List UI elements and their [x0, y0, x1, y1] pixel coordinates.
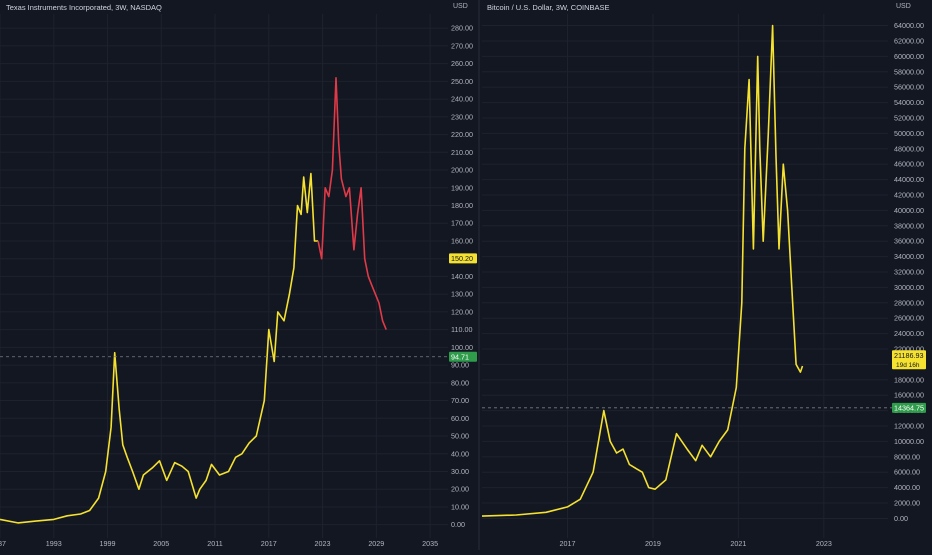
left-y-tick-label: 210.00	[451, 148, 473, 157]
left-y-tick-label: 70.00	[451, 396, 469, 405]
left-y-tick-label: 250.00	[451, 77, 473, 86]
right-y-tick-label: 64000.00	[894, 21, 924, 30]
right-y-tick-label: 22000.00	[894, 345, 924, 354]
left-y-tick-label: 280.00	[451, 24, 473, 33]
right-y-tick-label: 2000.00	[894, 499, 920, 508]
right-y-tick-label: 34000.00	[894, 252, 924, 261]
left-y-tick-label: 30.00	[451, 467, 469, 476]
right-marker-badge-2	[892, 402, 926, 413]
left-y-tick-label: 220.00	[451, 130, 473, 139]
left-marker-badge-2	[449, 351, 477, 362]
right-y-tick-label: 62000.00	[894, 36, 924, 45]
right-y-tick-label: 52000.00	[894, 113, 924, 122]
left-y-tick-label: 40.00	[451, 449, 469, 458]
right-y-tick-label: 54000.00	[894, 98, 924, 107]
right-y-tick-label: 28000.00	[894, 298, 924, 307]
left-y-tick-label: 170.00	[451, 219, 473, 228]
left-y-tick-label: 100.00	[451, 343, 473, 352]
right-marker-sublabel: 19d 16h	[896, 362, 920, 369]
left-x-tick-label: 2035	[422, 539, 438, 548]
right-y-tick-label: 58000.00	[894, 67, 924, 76]
right-y-tick-label: 0.00	[894, 514, 908, 523]
left-x-tick-label: 2005	[153, 539, 169, 548]
left-y-tick-label: 90.00	[451, 361, 469, 370]
left-x-tick-label: 2023	[315, 539, 331, 548]
right-y-tick-label: 18000.00	[894, 375, 924, 384]
left-y-tick-label: 260.00	[451, 59, 473, 68]
left-y-tick-label: 180.00	[451, 201, 473, 210]
right-y-tick-label: 12000.00	[894, 422, 924, 431]
left-marker-label-2: 94.71	[451, 352, 469, 361]
right-currency-label: USD	[896, 3, 911, 10]
right-marker-label-2: 14364.75	[894, 403, 924, 412]
right-x-tick-label: 2017	[559, 539, 575, 548]
left-y-tick-label: 20.00	[451, 485, 469, 494]
right-x-tick-label: 2019	[645, 539, 661, 548]
left-y-tick-label: 0.00	[451, 520, 465, 529]
right-y-tick-label: 16000.00	[894, 391, 924, 400]
right-series-line-1	[481, 24, 804, 517]
right-y-tick-label: 36000.00	[894, 237, 924, 246]
left-y-tick-label: 80.00	[451, 378, 469, 387]
right-y-tick-label: 44000.00	[894, 175, 924, 184]
right-chart-title: Bitcoin / U.S. Dollar, 3W, COINBASE	[487, 3, 610, 12]
right-y-tick-label: 50000.00	[894, 129, 924, 138]
right-y-tick-label: 6000.00	[894, 468, 920, 477]
left-y-tick-label: 190.00	[451, 183, 473, 192]
left-chart-title: Texas Instruments Incorporated, 3W, NASD…	[6, 3, 162, 12]
right-y-tick-label: 40000.00	[894, 206, 924, 215]
right-y-tick-label: 26000.00	[894, 314, 924, 323]
right-x-tick-label: 2021	[730, 539, 746, 548]
left-y-tick-label: 60.00	[451, 414, 469, 423]
right-y-tick-label: 4000.00	[894, 483, 920, 492]
left-y-tick-label: 140.00	[451, 272, 473, 281]
right-y-tick-label: 38000.00	[894, 221, 924, 230]
left-currency-label: USD	[453, 3, 468, 10]
right-y-tick-label: 48000.00	[894, 144, 924, 153]
left-y-tick-label: 110.00	[451, 325, 472, 334]
left-y-tick-label: 120.00	[451, 307, 473, 316]
left-marker-label-1: 150.20	[451, 254, 473, 263]
left-x-tick-label: 2029	[368, 539, 384, 548]
left-x-tick-label: 1993	[46, 539, 62, 548]
right-y-tick-label: 32000.00	[894, 268, 924, 277]
right-y-tick-label: 30000.00	[894, 283, 924, 292]
left-x-tick-label: 2017	[261, 539, 277, 548]
left-x-tick-label: 2011	[207, 539, 222, 548]
left-y-tick-label: 240.00	[451, 95, 473, 104]
right-y-tick-label: 56000.00	[894, 83, 924, 92]
right-y-tick-label: 8000.00	[894, 452, 920, 461]
left-y-tick-label: 160.00	[451, 236, 473, 245]
left-series-line-2	[317, 77, 387, 330]
left-x-tick-label: 987	[0, 539, 6, 548]
left-y-tick-label: 130.00	[451, 290, 473, 299]
left-y-tick-label: 200.00	[451, 166, 473, 175]
left-x-tick-label: 1999	[100, 539, 116, 548]
right-marker-badge-1	[892, 350, 926, 370]
left-y-tick-label: 230.00	[451, 112, 473, 121]
left-y-tick-label: 10.00	[451, 502, 469, 511]
right-y-tick-label: 46000.00	[894, 160, 924, 169]
left-series-line-1	[0, 172, 319, 524]
left-y-tick-label: 50.00	[451, 432, 469, 441]
left-y-tick-label: 270.00	[451, 41, 473, 50]
right-y-tick-label: 60000.00	[894, 52, 924, 61]
right-marker-label-1: 21186.93	[894, 351, 923, 360]
left-marker-badge-1	[449, 253, 477, 264]
right-y-tick-label: 10000.00	[894, 437, 924, 446]
right-y-tick-label: 42000.00	[894, 190, 924, 199]
right-y-tick-label: 24000.00	[894, 329, 924, 338]
right-x-tick-label: 2023	[816, 539, 832, 548]
